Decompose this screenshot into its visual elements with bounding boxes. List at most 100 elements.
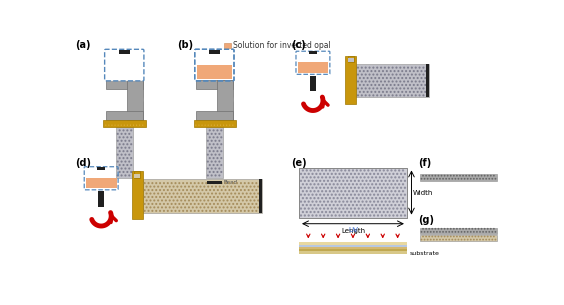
Circle shape bbox=[314, 197, 316, 199]
Circle shape bbox=[352, 204, 354, 206]
Circle shape bbox=[252, 182, 254, 184]
Circle shape bbox=[319, 200, 321, 203]
Circle shape bbox=[359, 204, 362, 206]
Circle shape bbox=[252, 210, 254, 212]
Circle shape bbox=[338, 187, 341, 189]
Circle shape bbox=[228, 210, 231, 212]
Bar bbox=[224, 43, 231, 48]
Circle shape bbox=[323, 214, 325, 217]
Circle shape bbox=[397, 84, 399, 86]
Circle shape bbox=[403, 66, 406, 69]
Circle shape bbox=[363, 197, 365, 199]
Circle shape bbox=[344, 211, 346, 213]
Circle shape bbox=[303, 214, 306, 217]
Circle shape bbox=[459, 228, 461, 230]
Circle shape bbox=[381, 194, 383, 196]
Circle shape bbox=[257, 185, 259, 188]
Circle shape bbox=[105, 124, 107, 126]
Circle shape bbox=[365, 194, 368, 196]
Circle shape bbox=[402, 211, 404, 213]
Circle shape bbox=[386, 183, 389, 185]
Circle shape bbox=[362, 187, 364, 189]
Circle shape bbox=[311, 214, 314, 217]
Circle shape bbox=[390, 211, 393, 213]
Circle shape bbox=[473, 231, 475, 233]
Circle shape bbox=[461, 178, 462, 180]
Circle shape bbox=[142, 124, 143, 126]
Circle shape bbox=[226, 199, 228, 202]
Circle shape bbox=[130, 157, 133, 159]
Circle shape bbox=[420, 91, 422, 93]
Circle shape bbox=[223, 206, 224, 208]
Bar bbox=[299, 251, 407, 254]
Circle shape bbox=[315, 173, 318, 175]
Circle shape bbox=[346, 187, 349, 189]
Circle shape bbox=[306, 197, 308, 199]
Circle shape bbox=[217, 157, 218, 159]
Circle shape bbox=[211, 185, 213, 188]
Circle shape bbox=[193, 196, 196, 198]
Circle shape bbox=[411, 81, 413, 83]
Circle shape bbox=[230, 199, 232, 202]
Circle shape bbox=[336, 197, 339, 199]
Circle shape bbox=[314, 176, 316, 178]
Circle shape bbox=[331, 200, 333, 203]
Circle shape bbox=[126, 150, 129, 152]
Circle shape bbox=[484, 235, 486, 237]
Circle shape bbox=[165, 185, 167, 188]
Circle shape bbox=[333, 197, 335, 199]
Text: (g): (g) bbox=[418, 215, 434, 225]
Circle shape bbox=[190, 203, 192, 205]
Circle shape bbox=[379, 183, 381, 185]
Circle shape bbox=[465, 228, 467, 230]
Circle shape bbox=[248, 210, 250, 212]
Circle shape bbox=[147, 189, 149, 191]
Bar bbox=[119, 50, 130, 54]
Circle shape bbox=[217, 164, 218, 166]
Circle shape bbox=[310, 204, 312, 206]
Circle shape bbox=[352, 197, 354, 199]
Circle shape bbox=[397, 91, 399, 93]
Circle shape bbox=[421, 239, 422, 241]
Circle shape bbox=[334, 180, 337, 182]
Circle shape bbox=[130, 143, 133, 145]
Circle shape bbox=[214, 174, 217, 177]
Circle shape bbox=[350, 200, 352, 203]
Circle shape bbox=[232, 189, 234, 191]
Circle shape bbox=[310, 197, 312, 199]
Circle shape bbox=[375, 169, 377, 172]
Circle shape bbox=[390, 176, 393, 178]
Circle shape bbox=[404, 173, 406, 175]
Circle shape bbox=[436, 239, 438, 241]
Circle shape bbox=[310, 176, 312, 178]
Circle shape bbox=[165, 192, 167, 195]
Circle shape bbox=[382, 169, 385, 172]
Circle shape bbox=[321, 169, 323, 172]
Circle shape bbox=[314, 211, 316, 213]
Circle shape bbox=[244, 182, 246, 184]
Circle shape bbox=[461, 231, 462, 233]
Circle shape bbox=[169, 199, 171, 202]
Circle shape bbox=[384, 87, 386, 89]
Circle shape bbox=[411, 74, 413, 76]
Circle shape bbox=[389, 194, 391, 196]
Circle shape bbox=[151, 203, 153, 205]
Circle shape bbox=[418, 81, 421, 83]
Circle shape bbox=[394, 211, 396, 213]
Circle shape bbox=[357, 81, 359, 83]
Circle shape bbox=[211, 206, 213, 208]
Circle shape bbox=[342, 214, 345, 217]
Circle shape bbox=[350, 173, 352, 175]
Circle shape bbox=[356, 197, 358, 199]
Circle shape bbox=[126, 143, 129, 145]
Circle shape bbox=[371, 176, 373, 178]
Circle shape bbox=[447, 228, 448, 230]
Circle shape bbox=[327, 207, 329, 210]
Circle shape bbox=[390, 70, 392, 72]
Circle shape bbox=[217, 210, 219, 212]
Circle shape bbox=[173, 199, 175, 202]
Circle shape bbox=[147, 210, 149, 212]
Circle shape bbox=[403, 94, 406, 96]
Circle shape bbox=[359, 77, 361, 79]
Circle shape bbox=[371, 84, 372, 86]
